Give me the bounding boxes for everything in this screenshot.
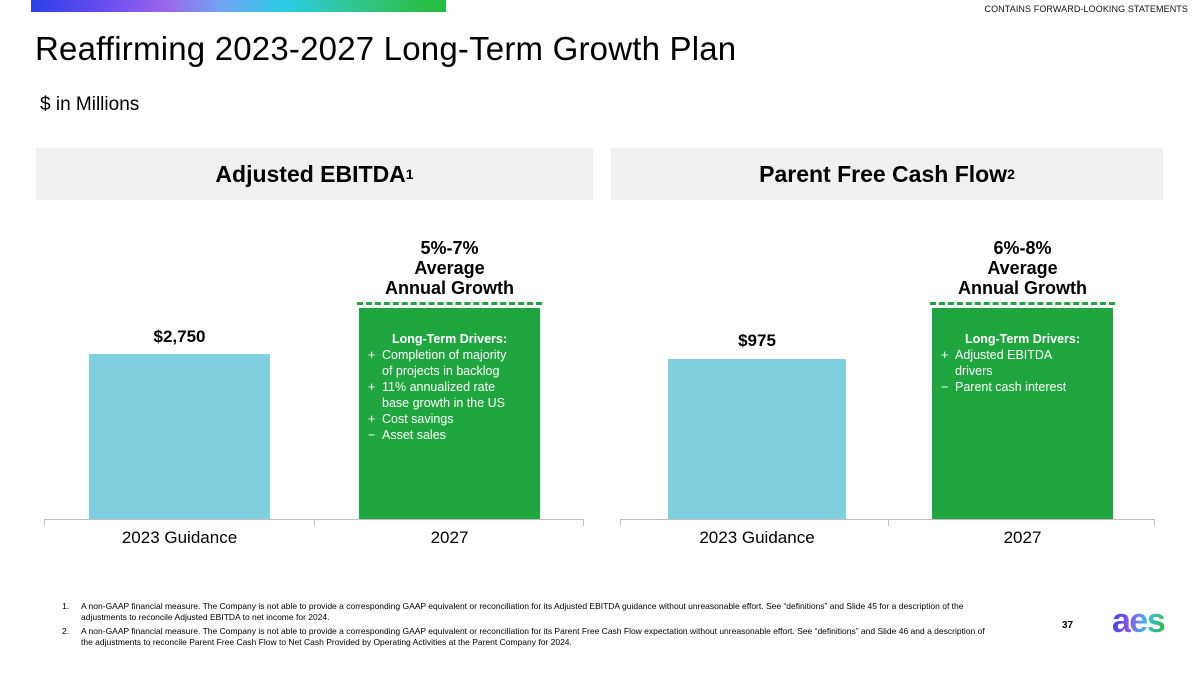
drivers-title: Long-Term Drivers: (391, 332, 508, 346)
forward-looking-disclaimer: CONTAINS FORWARD-LOOKING STATEMENTS (984, 4, 1188, 14)
fcf-x-axis (620, 519, 1155, 526)
fcf-growth-annotation: 6%-8% Average Annual Growth (932, 238, 1113, 298)
driver-sign: + (368, 380, 376, 394)
fcf-2027-dashed-cap (930, 302, 1115, 305)
driver-item: + Completion of majority of projects in … (359, 347, 540, 379)
footnotes: 1. A non-GAAP financial measure. The Com… (60, 601, 1065, 651)
driver-sign: + (368, 412, 376, 426)
ebitda-growth-annotation: 5%-7% Average Annual Growth (359, 238, 540, 298)
fcf-2023-category-label: 2023 Guidance (699, 528, 815, 547)
driver-text: Asset sales (382, 428, 446, 442)
driver-item: + Cost savings (359, 411, 540, 427)
driver-sign: − (368, 428, 376, 442)
ebitda-2027-dashed-cap (357, 302, 542, 305)
footnote-number: 1. (62, 601, 70, 611)
panel-header-adjusted-ebitda: Adjusted EBITDA 1 (36, 148, 593, 200)
axis-tick (314, 519, 315, 526)
driver-item: + 11% annualized rate base growth in the… (359, 379, 540, 411)
driver-text: Adjusted EBITDA drivers (955, 348, 1053, 378)
axis-tick (44, 519, 45, 526)
aes-logo: aes (1112, 602, 1166, 640)
growth-line: Average (987, 258, 1058, 278)
growth-line: 6%-8% (993, 238, 1052, 258)
axis-tick (583, 519, 584, 526)
axis-tick (1154, 519, 1155, 526)
driver-text: 11% annualized rate base growth in the U… (382, 380, 505, 410)
footnote-text: A non-GAAP financial measure. The Compan… (81, 626, 985, 647)
brand-gradient-bar (31, 0, 446, 12)
ebitda-x-axis (44, 519, 584, 526)
page-number: 37 (1062, 620, 1074, 631)
driver-text: Parent cash interest (955, 380, 1067, 394)
growth-line: Average (414, 258, 485, 278)
ebitda-2023-bar (89, 354, 270, 519)
slide-title: Reaffirming 2023-2027 Long-Term Growth P… (35, 30, 737, 67)
fcf-2023-value-label: $975 (738, 331, 776, 350)
driver-sign: + (368, 348, 376, 362)
fcf-2027-bar: Long-Term Drivers: + Adjusted EBITDA dri… (932, 308, 1113, 519)
growth-line: Annual Growth (385, 278, 514, 298)
footnote-1: 1. A non-GAAP financial measure. The Com… (60, 601, 1065, 623)
ebitda-2023-category-label: 2023 Guidance (121, 528, 238, 547)
axis-tick (887, 519, 889, 526)
drivers-title: Long-Term Drivers: (964, 332, 1081, 346)
driver-item: + Adjusted EBITDA drivers (932, 347, 1113, 379)
growth-line: 5%-7% (420, 238, 479, 258)
driver-sign: − (941, 380, 949, 394)
fcf-2023-bar (668, 359, 846, 519)
ebitda-2027-category-label: 2027 (430, 528, 469, 547)
driver-item: − Asset sales (359, 427, 540, 443)
ebitda-2027-bar: Long-Term Drivers: + Completion of major… (359, 308, 540, 519)
driver-text: Completion of majority of projects in ba… (382, 348, 507, 378)
panel-header-text: Adjusted EBITDA (215, 160, 406, 187)
footnote-2: 2. A non-GAAP financial measure. The Com… (60, 626, 1065, 648)
growth-line: Annual Growth (958, 278, 1087, 298)
panel-header-text: Parent Free Cash Flow (759, 160, 1008, 187)
ebitda-2023-value-label: $2,750 (153, 327, 206, 346)
footnote-text: A non-GAAP financial measure. The Compan… (81, 601, 964, 622)
panel-header-parent-fcf: Parent Free Cash Flow 2 (611, 148, 1163, 200)
axis-tick (620, 519, 621, 526)
driver-item: − Parent cash interest (932, 379, 1113, 395)
footnote-number: 2. (62, 626, 70, 636)
driver-text: Cost savings (382, 412, 454, 426)
units-label: $ in Millions (40, 94, 140, 115)
driver-sign: + (941, 348, 949, 362)
fcf-2027-category-label: 2027 (1003, 528, 1042, 547)
